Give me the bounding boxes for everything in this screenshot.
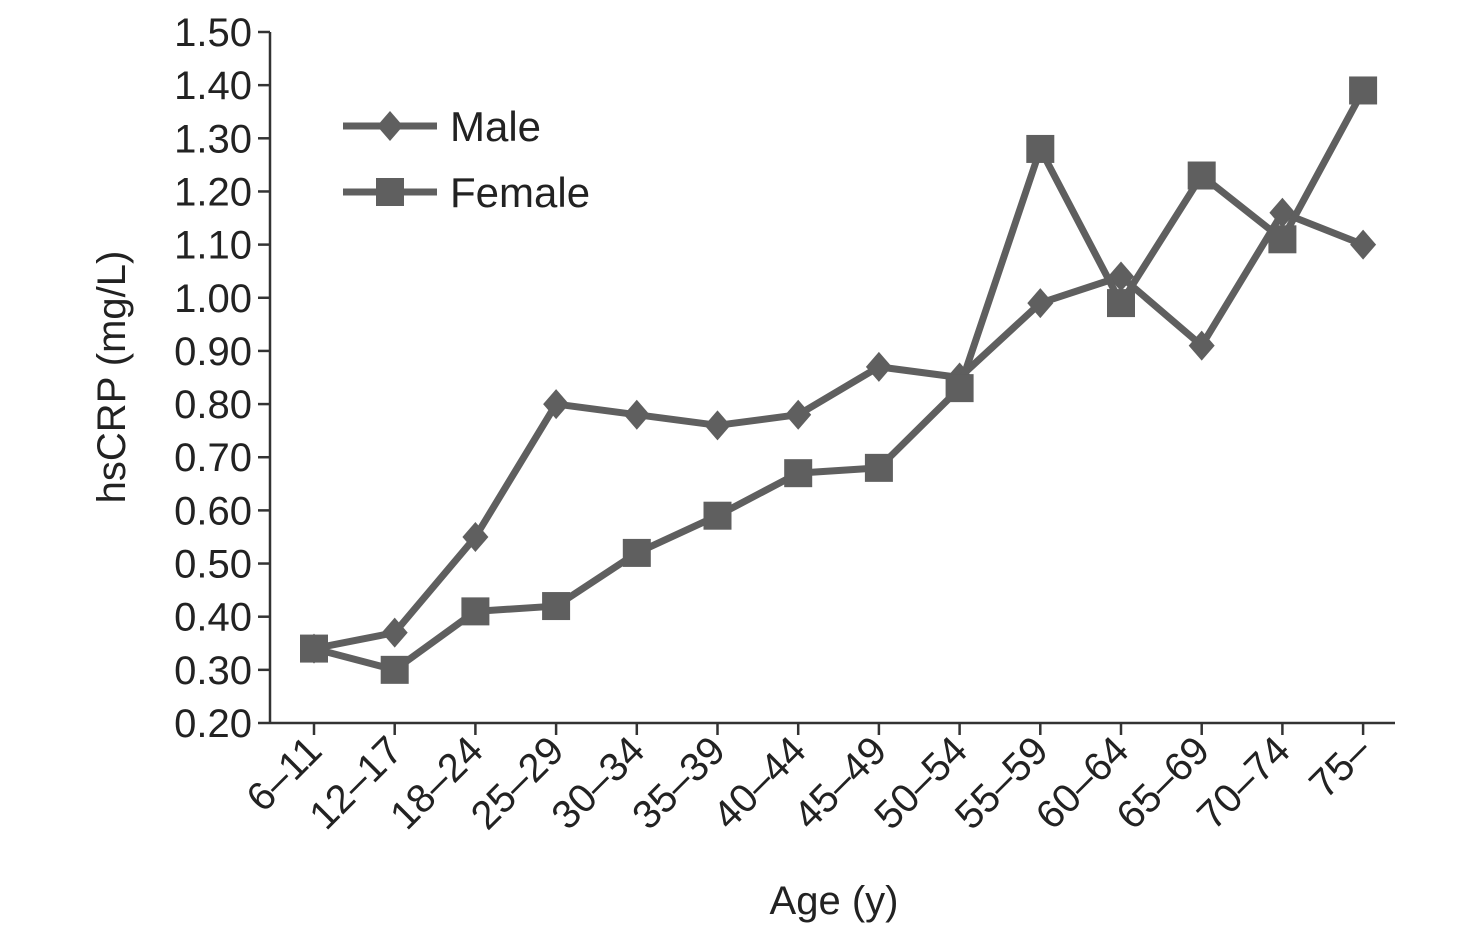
x-tick-label: 30–34 <box>543 728 653 838</box>
series-layer <box>300 76 1378 684</box>
x-tick-label: 55–59 <box>947 728 1057 838</box>
x-tick-label: 65–69 <box>1108 728 1218 838</box>
data-point-female <box>1187 161 1216 190</box>
data-point-female <box>784 459 813 488</box>
legend-label: Female <box>450 169 590 216</box>
series-male <box>301 197 1377 664</box>
y-tick-label: 0.40 <box>174 596 252 640</box>
y-axis-title: hsCRP (mg/L) <box>90 251 134 504</box>
x-tick-label: 25–29 <box>463 728 573 838</box>
data-point-female <box>380 655 409 684</box>
x-tick-label: 60–64 <box>1028 728 1138 838</box>
x-tick-label: 12–17 <box>301 728 411 838</box>
y-tick-label: 1.50 <box>174 11 252 55</box>
x-tick-label: 18–24 <box>382 728 492 838</box>
data-point-male <box>1188 330 1215 361</box>
legend-marker <box>376 178 404 206</box>
legend-marker <box>377 111 403 141</box>
y-tick-label: 0.80 <box>174 383 252 427</box>
series-line-male <box>313 209 1365 653</box>
data-point-male <box>704 410 731 441</box>
data-point-female <box>1026 134 1055 163</box>
axes <box>268 32 1395 725</box>
data-point-male <box>865 351 892 382</box>
y-tick-label: 0.30 <box>174 649 252 693</box>
data-point-female <box>622 538 651 567</box>
legend-label: Male <box>450 103 541 150</box>
data-point-male <box>785 399 812 430</box>
legend-item-female: Female <box>343 169 590 216</box>
x-tick-label: 35–39 <box>624 728 734 838</box>
data-point-male <box>462 521 489 552</box>
data-point-female <box>1268 225 1297 254</box>
y-tick-label: 0.70 <box>174 436 252 480</box>
y-tick-label: 1.30 <box>174 117 252 161</box>
legend-item-male: Male <box>343 103 541 150</box>
y-tick-label: 1.20 <box>174 170 252 214</box>
x-tick-label: 70–74 <box>1189 728 1299 838</box>
data-point-male <box>381 617 408 648</box>
data-point-female <box>461 597 490 626</box>
data-point-male <box>1350 229 1377 260</box>
data-point-female <box>945 374 974 403</box>
data-point-female <box>1349 76 1378 105</box>
data-point-male <box>1027 288 1054 319</box>
y-axis-ticks: 0.20 0.30 0.40 0.50 0.60 0.70 0.80 0.90 1.00 1.10… <box>174 11 270 746</box>
y-tick-label: 0.60 <box>174 489 252 533</box>
data-point-male <box>543 389 570 420</box>
data-point-male <box>623 399 650 430</box>
y-tick-label: 0.50 <box>174 543 252 587</box>
data-point-female <box>864 453 893 482</box>
y-tick-label: 1.10 <box>174 224 252 268</box>
legend: Male Female <box>343 103 590 216</box>
x-axis-title: Age (y) <box>770 879 899 923</box>
data-point-female <box>300 634 328 663</box>
x-tick-label: 45–49 <box>785 728 895 838</box>
x-tick-label: 50–54 <box>866 728 976 838</box>
data-point-female <box>542 592 571 621</box>
y-tick-label: 0.90 <box>174 330 252 374</box>
y-tick-label: 0.20 <box>174 702 252 746</box>
x-axis-ticks: 6–1112–1718–2425–2930–3435–3940–4445–495… <box>238 723 1380 838</box>
y-tick-label: 1.00 <box>174 277 252 321</box>
y-tick-label: 1.40 <box>174 64 252 108</box>
series-female <box>300 76 1378 684</box>
data-point-female <box>1107 289 1135 318</box>
x-tick-label: 40–44 <box>705 728 815 838</box>
data-point-female <box>703 501 732 530</box>
x-tick-label: 75– <box>1301 728 1380 807</box>
